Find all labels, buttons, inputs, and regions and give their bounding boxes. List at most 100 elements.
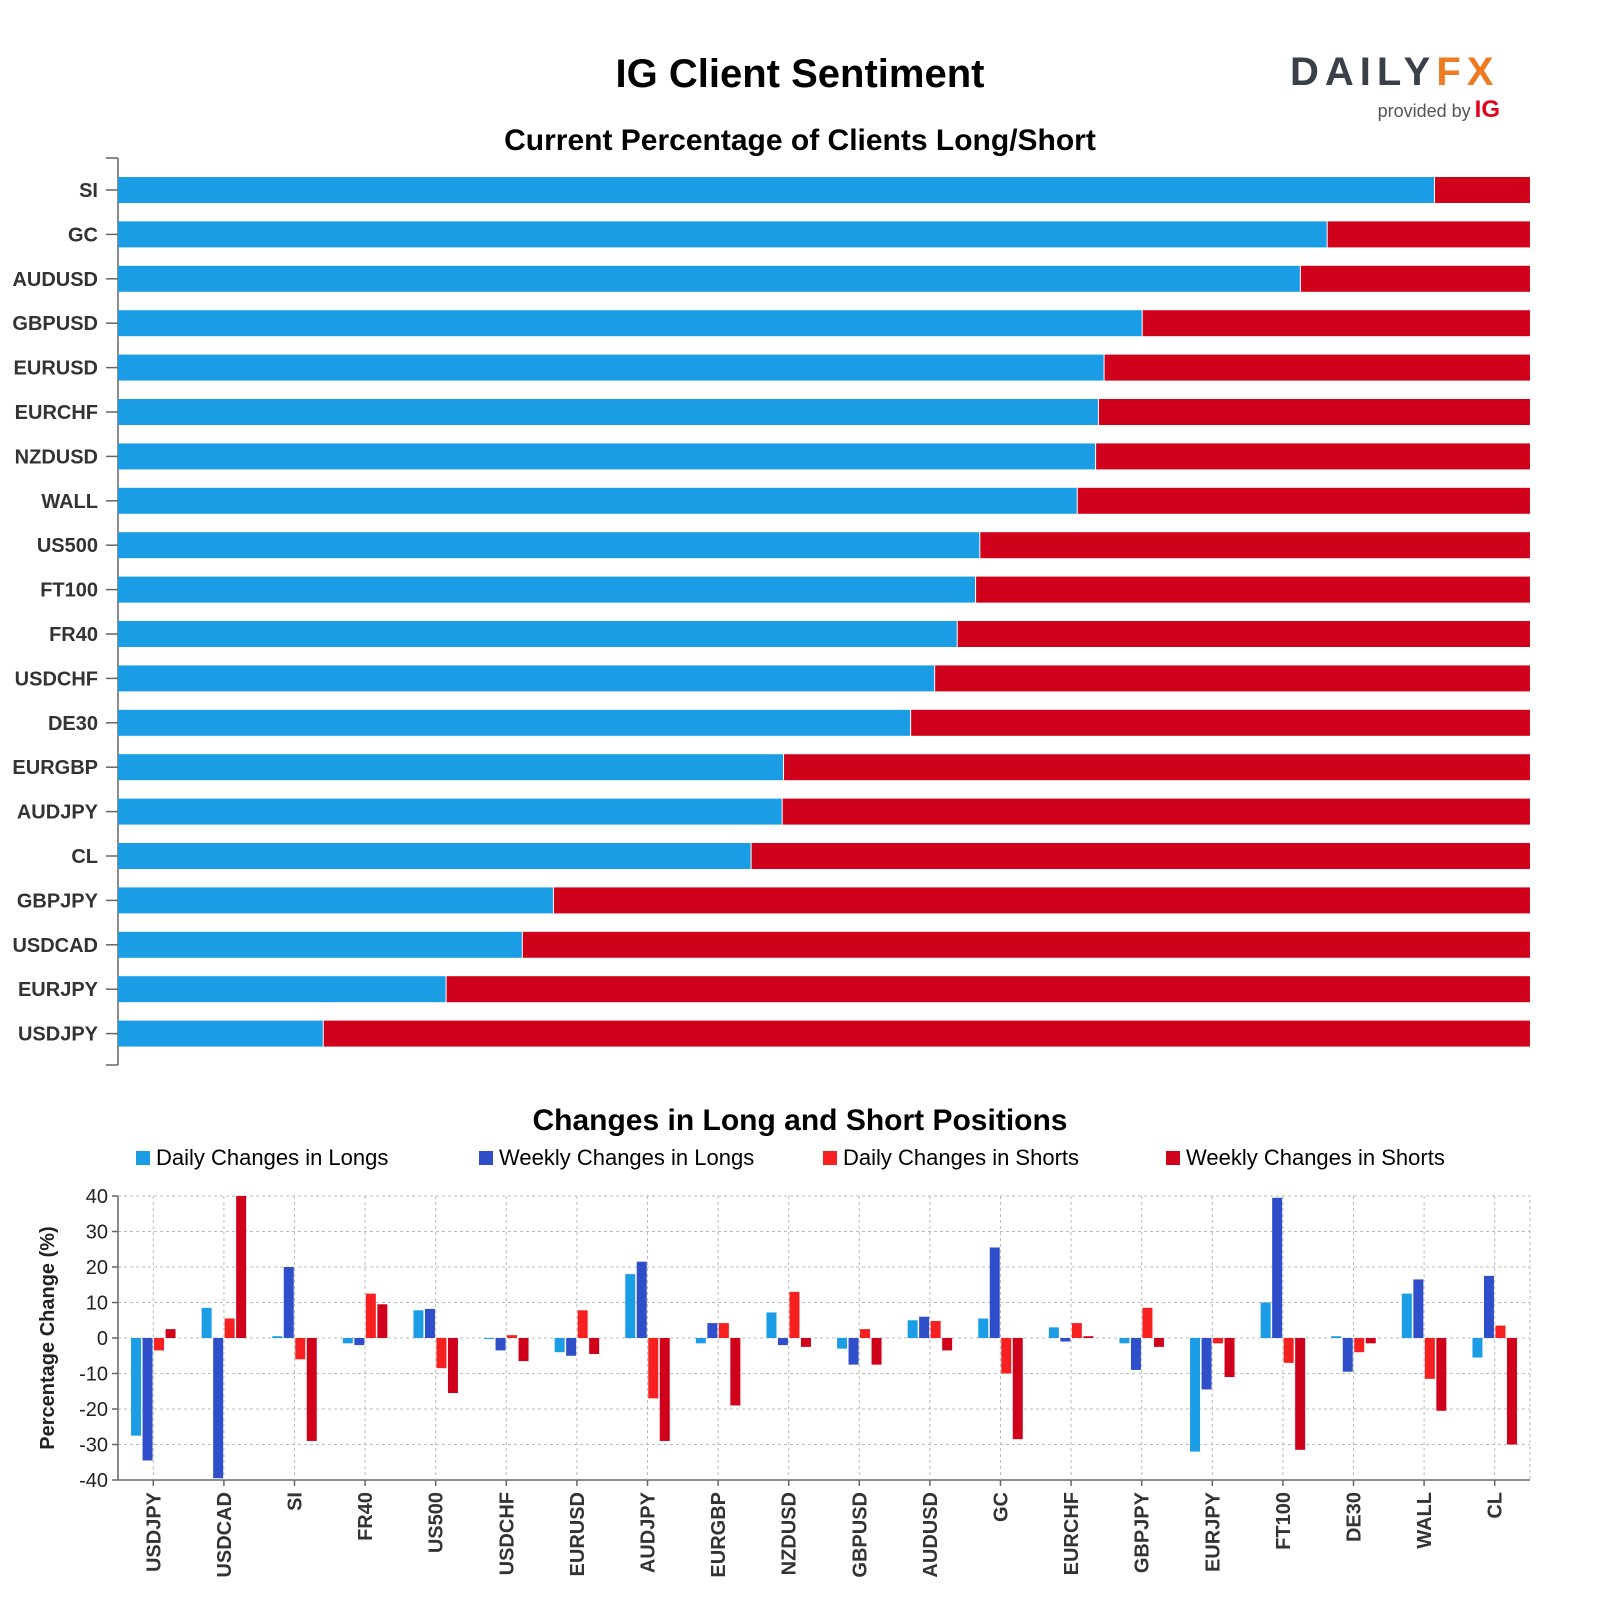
long-bar-audusd bbox=[118, 265, 1300, 292]
change-bar-de30-daily-shorts bbox=[1354, 1338, 1365, 1353]
change-bar-eurchf-weekly-shorts bbox=[1083, 1336, 1094, 1338]
y-tick-label: 40 bbox=[86, 1186, 108, 1208]
short-bar-eurjpy bbox=[446, 976, 1531, 1003]
change-bar-gbpusd-weekly-shorts bbox=[871, 1338, 882, 1365]
change-bar-fr40-daily-shorts bbox=[365, 1293, 376, 1338]
legend-label: Weekly Changes in Shorts bbox=[1186, 1145, 1445, 1170]
y-tick-label: AUDJPY bbox=[17, 802, 99, 824]
change-bar-cl-daily-longs bbox=[1472, 1338, 1483, 1358]
change-bar-usdjpy-weekly-longs bbox=[142, 1338, 153, 1461]
change-bar-audusd-daily-longs bbox=[907, 1320, 918, 1338]
short-bar-eurgbp bbox=[784, 754, 1530, 781]
legend-item: Daily Changes in Longs bbox=[136, 1145, 388, 1171]
change-bar-nzdusd-daily-longs bbox=[766, 1312, 777, 1338]
x-tick-label: AUDUSD bbox=[920, 1492, 942, 1578]
change-bar-audusd-weekly-longs bbox=[919, 1316, 930, 1338]
change-bar-cl-daily-shorts bbox=[1495, 1325, 1506, 1338]
long-bar-wall bbox=[118, 487, 1077, 514]
short-bar-eurusd bbox=[1104, 354, 1530, 381]
change-bar-nzdusd-weekly-shorts bbox=[800, 1338, 811, 1347]
legend-item: Weekly Changes in Longs bbox=[479, 1145, 754, 1171]
change-bar-gbpusd-daily-longs bbox=[837, 1338, 848, 1349]
change-bar-eurusd-weekly-shorts bbox=[589, 1338, 600, 1354]
change-bar-de30-weekly-longs bbox=[1342, 1338, 1353, 1372]
change-bar-wall-daily-shorts bbox=[1424, 1338, 1435, 1379]
short-bar-ft100 bbox=[976, 576, 1530, 603]
logo-provided-text: provided by bbox=[1377, 101, 1471, 121]
long-bar-eurgbp bbox=[118, 754, 784, 781]
x-tick-label: GBPUSD bbox=[849, 1492, 871, 1578]
change-bar-nzdusd-weekly-longs bbox=[777, 1338, 788, 1346]
short-bar-gbpjpy bbox=[553, 887, 1530, 914]
change-bar-ft100-weekly-longs bbox=[1272, 1197, 1283, 1338]
change-bar-usdchf-weekly-longs bbox=[495, 1338, 506, 1351]
change-bar-audusd-daily-shorts bbox=[930, 1320, 941, 1338]
change-bar-si-daily-longs bbox=[272, 1336, 283, 1338]
long-bar-gc bbox=[118, 221, 1327, 248]
logo-word-main: DAILY bbox=[1290, 50, 1437, 94]
y-tick-label: EURJPY bbox=[18, 979, 99, 1001]
change-bar-nzdusd-daily-shorts bbox=[789, 1291, 800, 1338]
change-bar-eurjpy-weekly-shorts bbox=[1224, 1338, 1235, 1378]
change-bar-usdcad-weekly-longs bbox=[213, 1338, 224, 1479]
legend-swatch bbox=[1166, 1151, 1180, 1165]
legend-item: Weekly Changes in Shorts bbox=[1166, 1145, 1445, 1171]
short-bar-nzdusd bbox=[1096, 443, 1530, 470]
x-tick-label: USDCAD bbox=[214, 1492, 236, 1578]
y-tick-label: USDCAD bbox=[12, 935, 98, 957]
x-tick-label: USDJPY bbox=[143, 1491, 165, 1572]
y-tick-label: AUDUSD bbox=[12, 269, 98, 291]
x-tick-label: GC bbox=[991, 1492, 1013, 1522]
change-bar-gbpusd-daily-shorts bbox=[860, 1329, 871, 1338]
change-bar-ft100-daily-shorts bbox=[1283, 1338, 1294, 1363]
short-bar-gbpusd bbox=[1142, 310, 1530, 337]
y-axis-title: Percentage Change (%) bbox=[37, 1226, 59, 1449]
change-bar-eurusd-weekly-longs bbox=[566, 1338, 577, 1356]
y-tick-label: USDJPY bbox=[18, 1024, 99, 1046]
x-tick-label: EURGBP bbox=[708, 1492, 730, 1578]
long-bar-fr40 bbox=[118, 621, 957, 647]
logo-word-fx: FX bbox=[1436, 50, 1500, 94]
y-tick-label: 20 bbox=[86, 1257, 108, 1279]
legend-swatch bbox=[479, 1151, 493, 1165]
page-title: IG Client Sentiment bbox=[615, 52, 985, 96]
long-bar-cl bbox=[118, 843, 751, 869]
change-bar-si-weekly-shorts bbox=[306, 1338, 317, 1441]
legend-label: Daily Changes in Shorts bbox=[843, 1145, 1080, 1170]
short-bar-usdcad bbox=[522, 931, 1530, 958]
change-bar-ft100-daily-longs bbox=[1260, 1302, 1271, 1338]
short-bar-us500 bbox=[980, 532, 1530, 559]
change-bar-gbpjpy-daily-longs bbox=[1119, 1338, 1130, 1344]
x-tick-label: EURJPY bbox=[1202, 1491, 1224, 1572]
legend-label: Weekly Changes in Longs bbox=[499, 1145, 755, 1170]
y-tick-label: USDCHF bbox=[15, 668, 98, 690]
changes-bar-chart: 40 30 20 10 0 -10 -20 -30 -40 USDJPY USDCAD SI FR40 U… bbox=[37, 1186, 1531, 1578]
sentiment-chart-title: Current Percentage of Clients Long/Short bbox=[504, 124, 1096, 157]
change-bar-eurjpy-daily-shorts bbox=[1213, 1338, 1224, 1344]
y-tick-label: 10 bbox=[86, 1293, 108, 1315]
change-bar-cl-weekly-longs bbox=[1483, 1275, 1494, 1338]
long-bar-nzdusd bbox=[118, 443, 1096, 470]
y-tick-label: EURUSD bbox=[14, 358, 98, 380]
change-bar-eurchf-daily-longs bbox=[1048, 1327, 1059, 1338]
change-bar-eurjpy-daily-longs bbox=[1190, 1338, 1201, 1452]
change-bar-si-weekly-longs bbox=[283, 1267, 294, 1338]
x-tick-label: FR40 bbox=[355, 1492, 377, 1541]
change-bar-eurchf-weekly-longs bbox=[1060, 1338, 1071, 1342]
change-bar-usdchf-daily-longs bbox=[484, 1338, 495, 1339]
change-bar-eurusd-daily-longs bbox=[554, 1338, 565, 1353]
change-bar-gbpjpy-weekly-longs bbox=[1130, 1338, 1141, 1370]
change-bar-usdchf-weekly-shorts bbox=[518, 1338, 529, 1362]
logo-wordmark: DAILYFX bbox=[1290, 52, 1500, 92]
short-bar-eurchf bbox=[1098, 399, 1530, 425]
y-tick-label: -30 bbox=[79, 1435, 108, 1457]
y-tick-label: GBPUSD bbox=[12, 313, 98, 335]
change-bar-cl-weekly-shorts bbox=[1506, 1338, 1517, 1445]
change-bar-si-daily-shorts bbox=[295, 1338, 306, 1360]
change-bar-gc-weekly-longs bbox=[989, 1247, 1000, 1338]
y-tick-label: WALL bbox=[41, 491, 98, 513]
long-bar-eurjpy bbox=[118, 976, 446, 1003]
change-bar-us500-weekly-shorts bbox=[447, 1338, 458, 1394]
y-tick-label: -10 bbox=[79, 1364, 108, 1386]
change-bar-eurchf-daily-shorts bbox=[1071, 1323, 1082, 1338]
